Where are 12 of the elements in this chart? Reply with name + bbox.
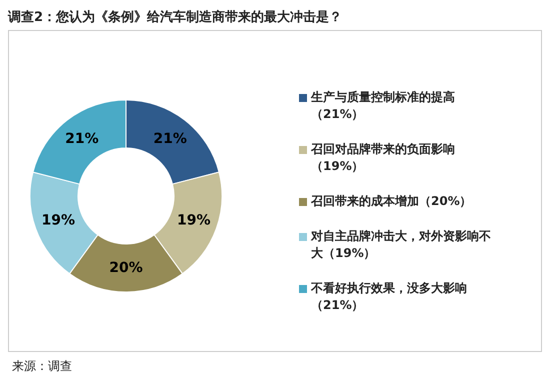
chart-title: 调查2：您认为《条例》给汽车制造商带来的最大冲击是？: [8, 8, 342, 26]
legend-label: 不看好执行效果，没多大影响（21%）: [311, 280, 468, 314]
data-label: 21%: [65, 131, 99, 148]
data-label: 19%: [176, 212, 210, 228]
legend-label: 召回带来的成本增加（20%）: [311, 193, 472, 210]
legend-label: 对自主品牌冲击大，对外资影响不大（19%）: [311, 228, 492, 262]
data-label: 19%: [42, 212, 76, 228]
legend-label: 召回对品牌带来的负面影响（19%）: [311, 141, 456, 175]
data-label: 21%: [153, 131, 187, 148]
legend-label: 生产与质量控制标准的提高（21%）: [311, 89, 456, 123]
source-note: 来源：调查: [12, 358, 72, 375]
data-label: 20%: [109, 260, 143, 276]
